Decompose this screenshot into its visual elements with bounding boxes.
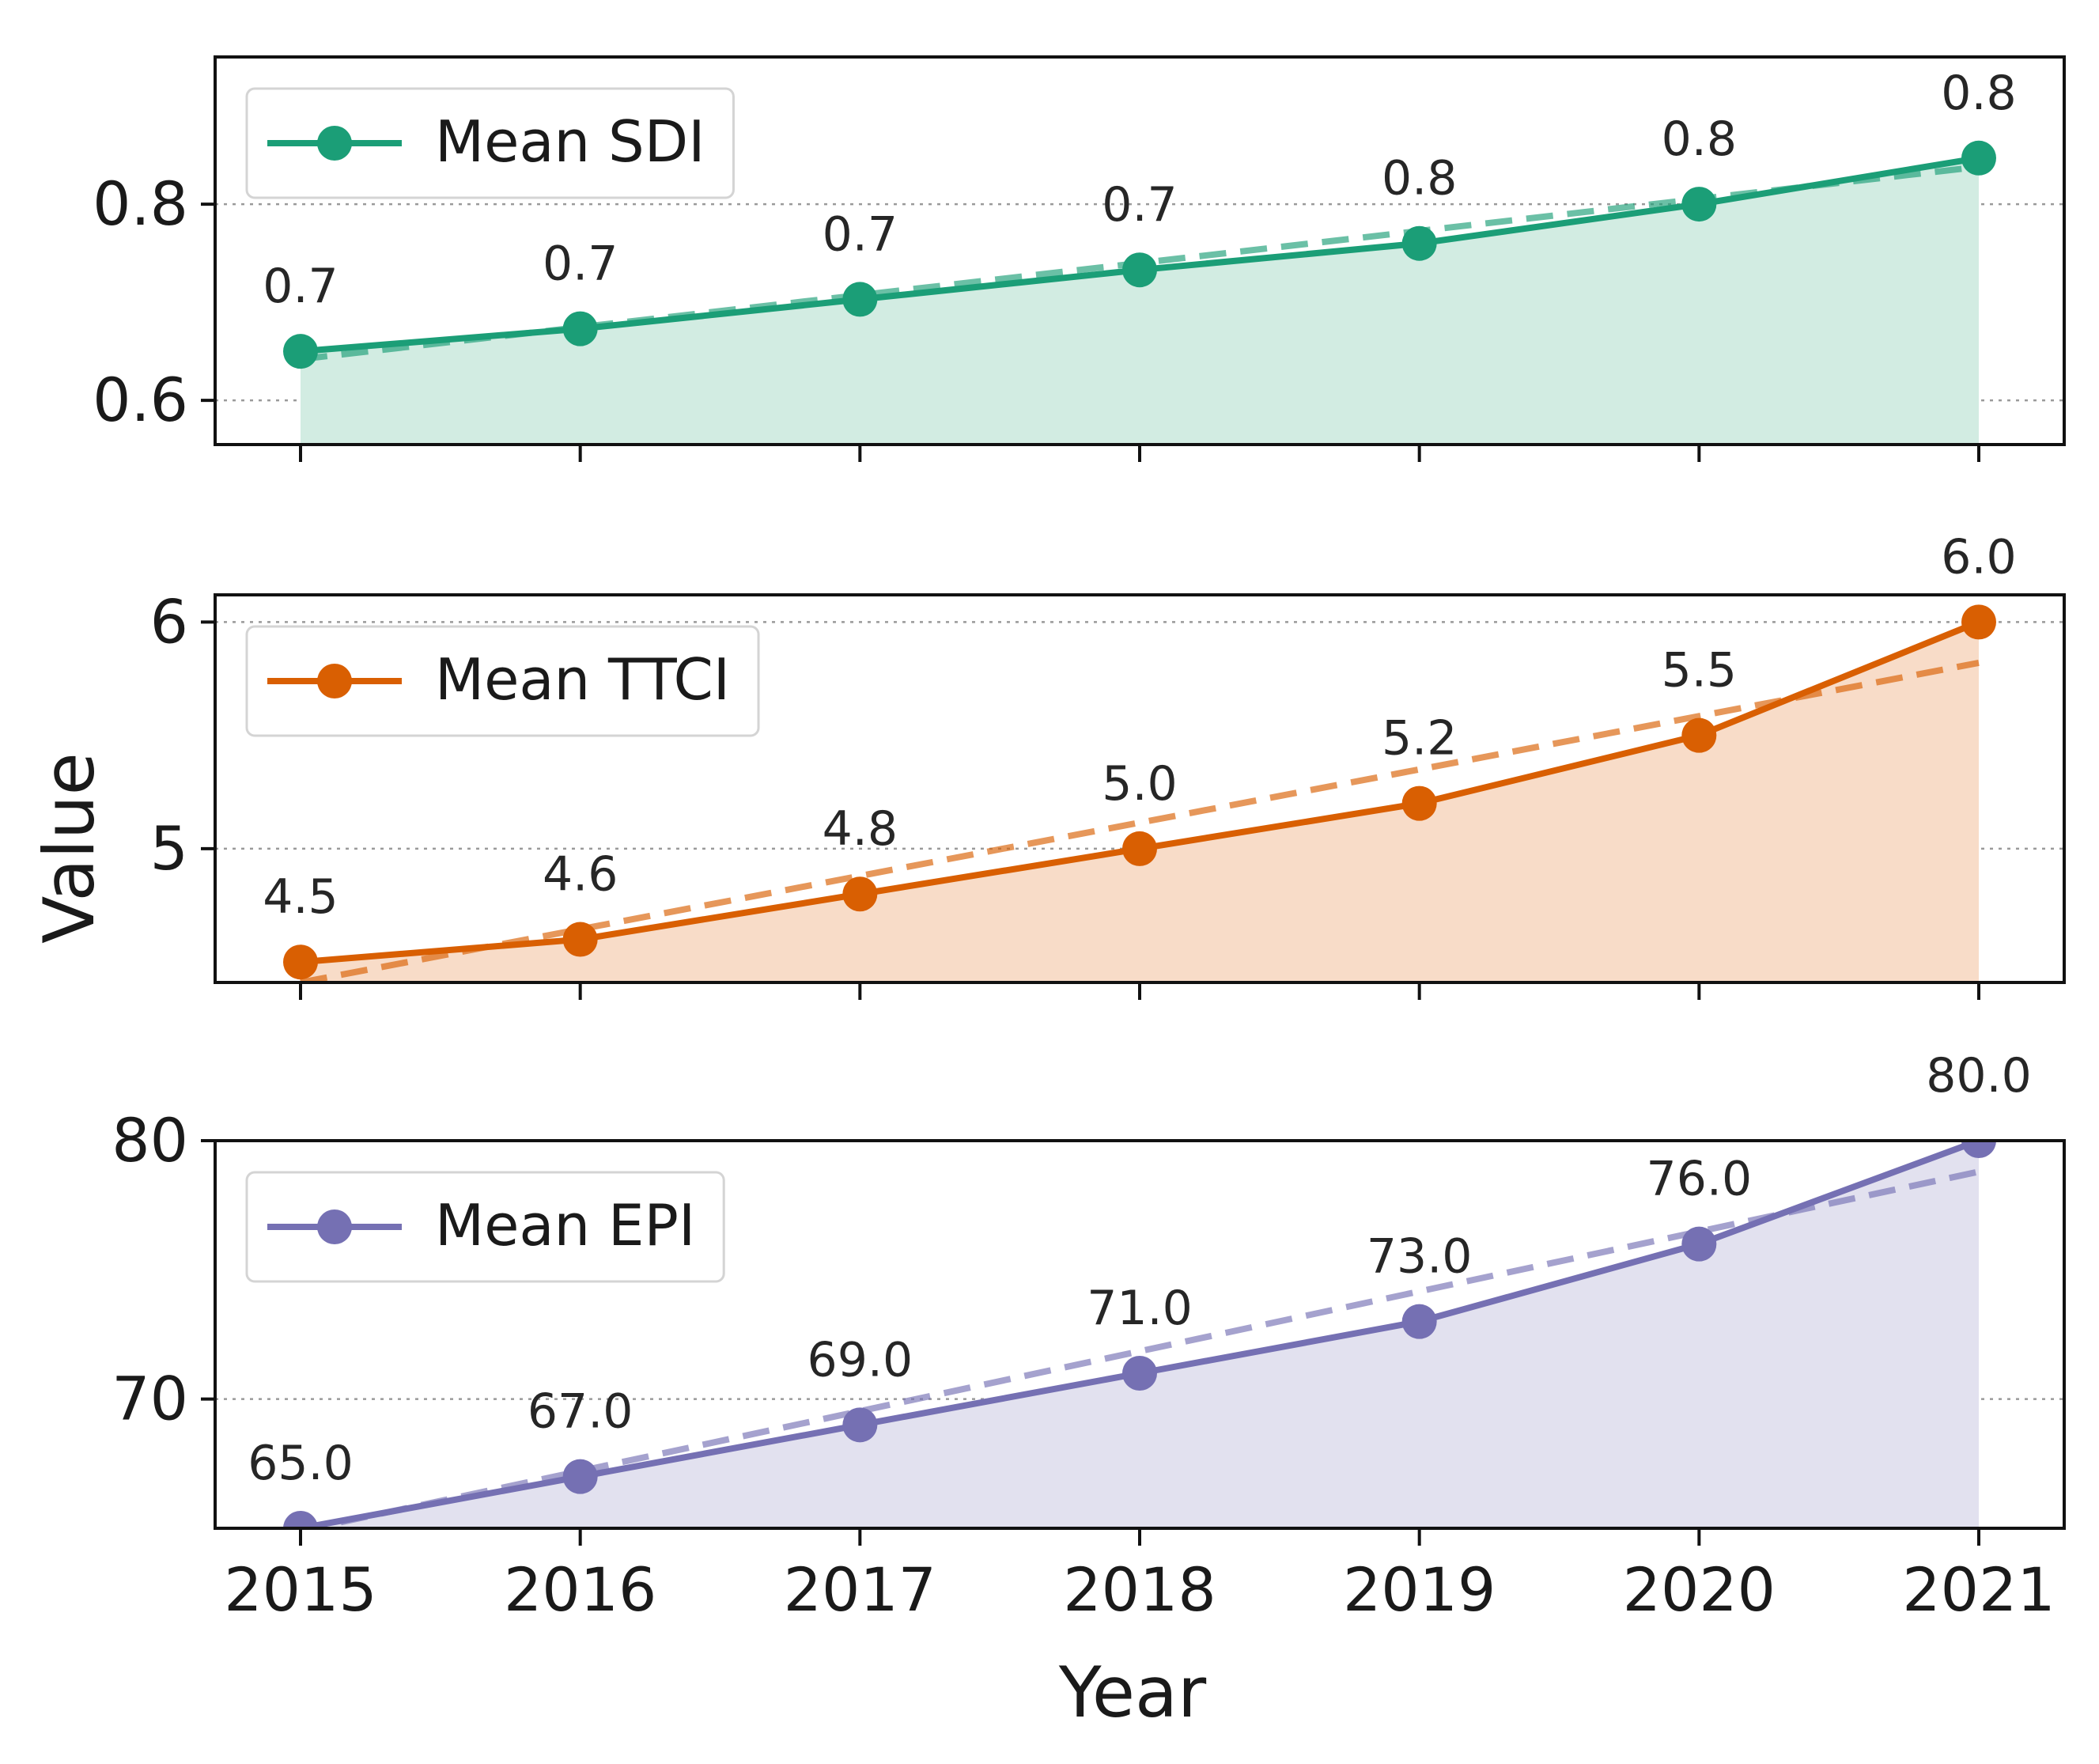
x-axis-title: Year: [1058, 1652, 1207, 1733]
legend-box: [245, 625, 760, 737]
data-point: [1961, 140, 1996, 176]
data-label: 0.8: [1382, 151, 1457, 206]
data-label: 65.0: [248, 1436, 354, 1491]
data-point: [1401, 225, 1437, 261]
data-label: 0.7: [543, 237, 618, 292]
data-point: [283, 334, 318, 369]
data-label: 76.0: [1647, 1152, 1753, 1207]
x-tick-label: 2017: [784, 1554, 936, 1625]
series-area: [301, 1141, 1979, 1528]
legend: Mean TTCI: [245, 625, 760, 737]
data-label: 4.8: [823, 801, 898, 857]
data-point: [283, 944, 318, 980]
data-point: [1961, 1141, 1996, 1158]
legend: Mean SDI: [245, 87, 735, 199]
data-label: 0.8: [1662, 112, 1737, 167]
y-tick-label: 70: [112, 1364, 188, 1434]
y-tick-label: 0.6: [93, 365, 188, 435]
data-point: [1122, 252, 1157, 288]
panel-3: 65.0 67.0 69.0 71.0 73.0 76.0 80.0 70 80 2015 2016…: [112, 1048, 2066, 1625]
x-tick-label: 2015: [224, 1554, 376, 1625]
panel-1: 0.7 0.7 0.7 0.7 0.8 0.8 0.8 0.6 0.8 Mean SDI: [93, 55, 2066, 462]
data-label: 4.6: [543, 847, 618, 903]
data-label: 6.0: [1941, 529, 2016, 585]
data-label: 0.8: [1941, 66, 2016, 121]
data-point: [1681, 717, 1717, 753]
data-label: 0.7: [1102, 177, 1177, 233]
plot-area: [215, 140, 2064, 445]
y-tick-label: 5: [150, 813, 188, 884]
series-area: [301, 157, 1979, 445]
legend-label: Mean EPI: [435, 1192, 695, 1259]
data-label: 73.0: [1367, 1229, 1473, 1285]
legend-label: Mean TTCI: [435, 646, 730, 713]
x-tick-label: 2019: [1343, 1554, 1496, 1625]
y-axis-title: Value: [28, 752, 110, 944]
legend-marker: [317, 664, 352, 698]
x-tick-label: 2020: [1623, 1554, 1776, 1625]
data-point: [1681, 1226, 1717, 1262]
legend-box: [245, 87, 735, 199]
legend-marker: [317, 126, 352, 161]
data-label: 0.7: [823, 206, 898, 262]
data-point: [1401, 1304, 1437, 1339]
data-point: [842, 1407, 878, 1443]
data-point: [842, 876, 878, 912]
y-tick-label: 0.8: [93, 168, 188, 239]
legend-marker: [317, 1209, 352, 1244]
legend-label: Mean SDI: [435, 108, 705, 175]
data-point: [1961, 604, 1996, 640]
x-tick-label: 2021: [1902, 1554, 2055, 1625]
data-point: [1122, 831, 1157, 866]
data-label: 4.5: [263, 869, 338, 925]
data-point: [1401, 785, 1437, 821]
data-label: 80.0: [1926, 1048, 2032, 1103]
data-point: [842, 282, 878, 317]
data-point: [562, 311, 598, 346]
series-area: [301, 622, 1979, 982]
data-label: 67.0: [528, 1384, 633, 1440]
trend-line: [300, 660, 1980, 982]
data-label: 5.5: [1662, 643, 1737, 698]
legend: Mean EPI: [245, 1171, 725, 1283]
plot-area: [215, 604, 2064, 982]
x-tick-label: 2016: [504, 1554, 656, 1625]
data-point: [1681, 187, 1717, 222]
y-tick-label: 80: [112, 1105, 188, 1175]
data-label: 71.0: [1087, 1281, 1193, 1336]
plot-area: [215, 1141, 2064, 1528]
data-label: 5.0: [1102, 756, 1177, 812]
panel-2: 4.5 4.6 4.8 5.0 5.2 5.5 6.0 5 6 Mean TTCI: [150, 529, 2066, 1000]
data-point: [283, 1511, 318, 1528]
data-point: [562, 922, 598, 957]
data-point: [1122, 1356, 1157, 1391]
data-label: 5.2: [1382, 711, 1457, 767]
legend-box: [245, 1171, 725, 1283]
data-label: 69.0: [807, 1332, 913, 1387]
data-label: 0.7: [263, 259, 338, 314]
x-tick-label: 2018: [1063, 1554, 1216, 1625]
y-tick-label: 6: [150, 586, 188, 657]
data-point: [562, 1459, 598, 1494]
